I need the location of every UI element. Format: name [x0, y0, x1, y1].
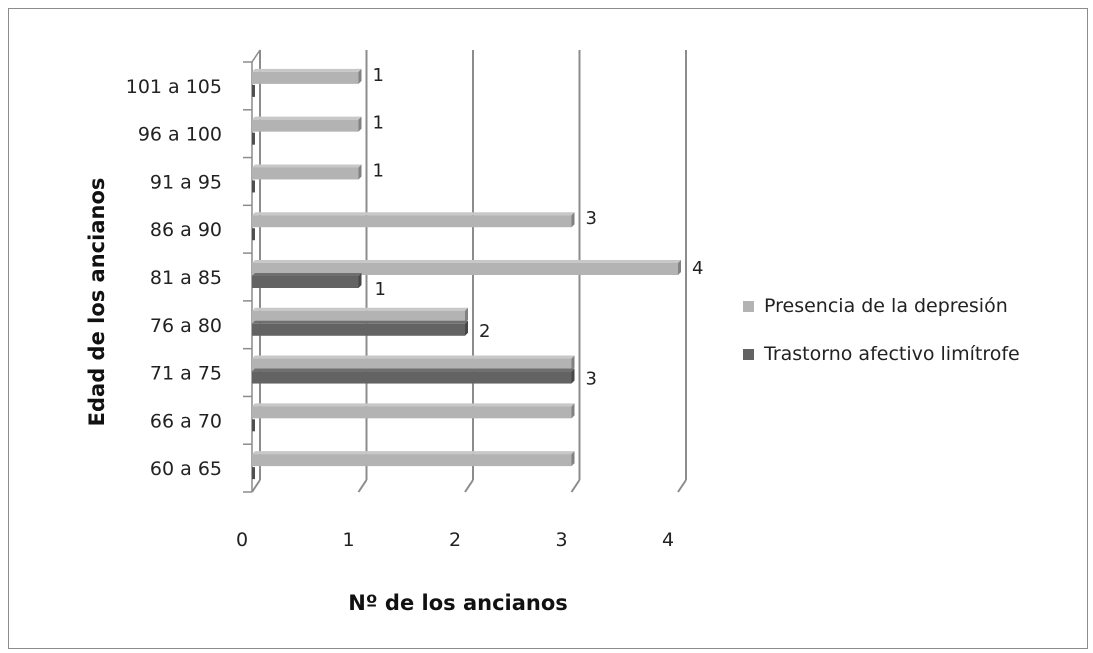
data-label: 2: [479, 321, 490, 342]
gridline-floor-2: [464, 479, 474, 493]
bar-series2-4: [252, 273, 362, 288]
bar-series2-4-front: [252, 276, 359, 288]
bar-series1-2-front: [252, 358, 572, 371]
y-tick-label: 96 a 100: [138, 124, 222, 146]
y-tick-label: 91 a 95: [150, 171, 222, 193]
x-tick-label: 3: [555, 529, 567, 551]
bar-series1-2-side: [571, 355, 575, 371]
bar-series2-4-side: [358, 273, 362, 288]
bar-series1-0-front: [252, 454, 572, 467]
x-tick-label: 0: [236, 529, 248, 551]
gridline-floor-0: [251, 479, 261, 493]
bar-series1-6-front: [252, 167, 359, 180]
y-tick-label: 66 a 70: [150, 410, 222, 432]
x-tick-label: 2: [449, 529, 461, 551]
bar-series1-7: [252, 116, 362, 132]
bar-series2-1: [252, 419, 255, 432]
bar-series2-4-top: [252, 273, 362, 276]
data-label: 1: [373, 65, 384, 86]
data-label: 1: [373, 160, 384, 181]
legend-swatch-1: [743, 301, 754, 312]
bar-series1-8-top: [252, 68, 362, 72]
bar-series1-5-side: [571, 212, 575, 228]
x-axis-title: Nº de los ancianos: [348, 591, 568, 615]
bar-series2-2-top: [252, 368, 575, 372]
chart-frame: [8, 8, 1088, 649]
bar-series1-4: [252, 260, 681, 275]
bar-series1-7-front: [252, 119, 359, 132]
bar-series1-1-front: [252, 406, 572, 419]
bar-series1-5-front: [252, 215, 572, 228]
bar-series1-7-top: [252, 116, 362, 120]
bar-series1-6-side: [358, 164, 362, 180]
bar-series1-0-side: [571, 451, 575, 467]
y-tick-label: 60 a 65: [150, 458, 222, 480]
x-tick-label: 4: [662, 529, 674, 551]
bar-series1-3: [252, 307, 468, 323]
bar-series1-2-top: [252, 355, 575, 359]
bar-series1-1-top: [252, 403, 575, 407]
data-label: 1: [375, 279, 386, 300]
y-tick-label: 86 a 90: [150, 219, 222, 241]
bar-series2-3-top: [252, 320, 468, 324]
bar-series1-5-top: [252, 212, 575, 216]
bar-series1-6-top: [252, 164, 362, 168]
gridline-floor-3: [570, 479, 581, 493]
legend-label-1: Presencia de la depresión: [764, 295, 1008, 317]
data-label: 4: [692, 258, 703, 279]
bar-series2-2: [252, 368, 575, 384]
bar-series1-1-side: [571, 403, 575, 419]
y-axis-title: Edad de los ancianos: [85, 178, 109, 427]
bar-series1-8-side: [358, 68, 362, 84]
data-label: 3: [586, 369, 597, 390]
bar-series1-3-top: [252, 307, 468, 311]
bar-series1-0-top: [252, 451, 575, 455]
y-tick-label: 71 a 75: [150, 363, 222, 385]
bar-series1-8: [252, 68, 362, 84]
bar-series1-3-front: [252, 310, 465, 323]
bar-series2-8: [252, 84, 255, 97]
bar-series2-6: [252, 180, 255, 193]
bar-series1-4-top: [252, 260, 681, 263]
y-tick-label: 101 a 105: [126, 76, 222, 98]
legend-swatch-2: [743, 349, 754, 360]
data-label: 1: [373, 113, 384, 134]
bar-series2-3: [252, 320, 468, 336]
y-tick-label: 81 a 85: [150, 267, 222, 289]
labels: 0 1 2 3 4 60 a 65 66 a 70 71 a 75 76 a 80 81 a 85…: [126, 65, 704, 551]
bar-series1-6: [252, 164, 362, 180]
bar-series1-2: [252, 355, 575, 371]
bar-series1-1: [252, 403, 575, 419]
bars: [252, 68, 681, 480]
bar-series1-8-front: [252, 71, 359, 84]
bar-series1-4-side: [678, 260, 681, 275]
bar-series2-3-side: [465, 320, 468, 336]
bar-series2-2-front: [252, 371, 572, 384]
bar-series1-3-side: [465, 307, 468, 323]
bar-series1-0: [252, 451, 575, 467]
data-label: 3: [586, 208, 597, 229]
bar-series2-2-side: [571, 368, 575, 384]
gridline-floor-1: [357, 479, 368, 493]
bar-series2-0: [252, 467, 255, 480]
y-axis-top-edge: [251, 49, 261, 63]
bar-series1-5: [252, 212, 575, 228]
bar-series2-7: [252, 132, 255, 145]
y-tick-label: 76 a 80: [150, 315, 222, 337]
gridline-floor-4: [677, 479, 687, 493]
legend-label-2: Trastorno afectivo limítrofe: [763, 343, 1020, 365]
bar-series2-3-front: [252, 323, 465, 336]
x-tick-label: 1: [342, 529, 354, 551]
legend: Presencia de la depresión Trastorno afect…: [743, 295, 1020, 365]
bar-series1-7-side: [358, 116, 362, 132]
bar-series2-5: [252, 228, 255, 241]
bar-series1-4-front: [252, 263, 678, 275]
